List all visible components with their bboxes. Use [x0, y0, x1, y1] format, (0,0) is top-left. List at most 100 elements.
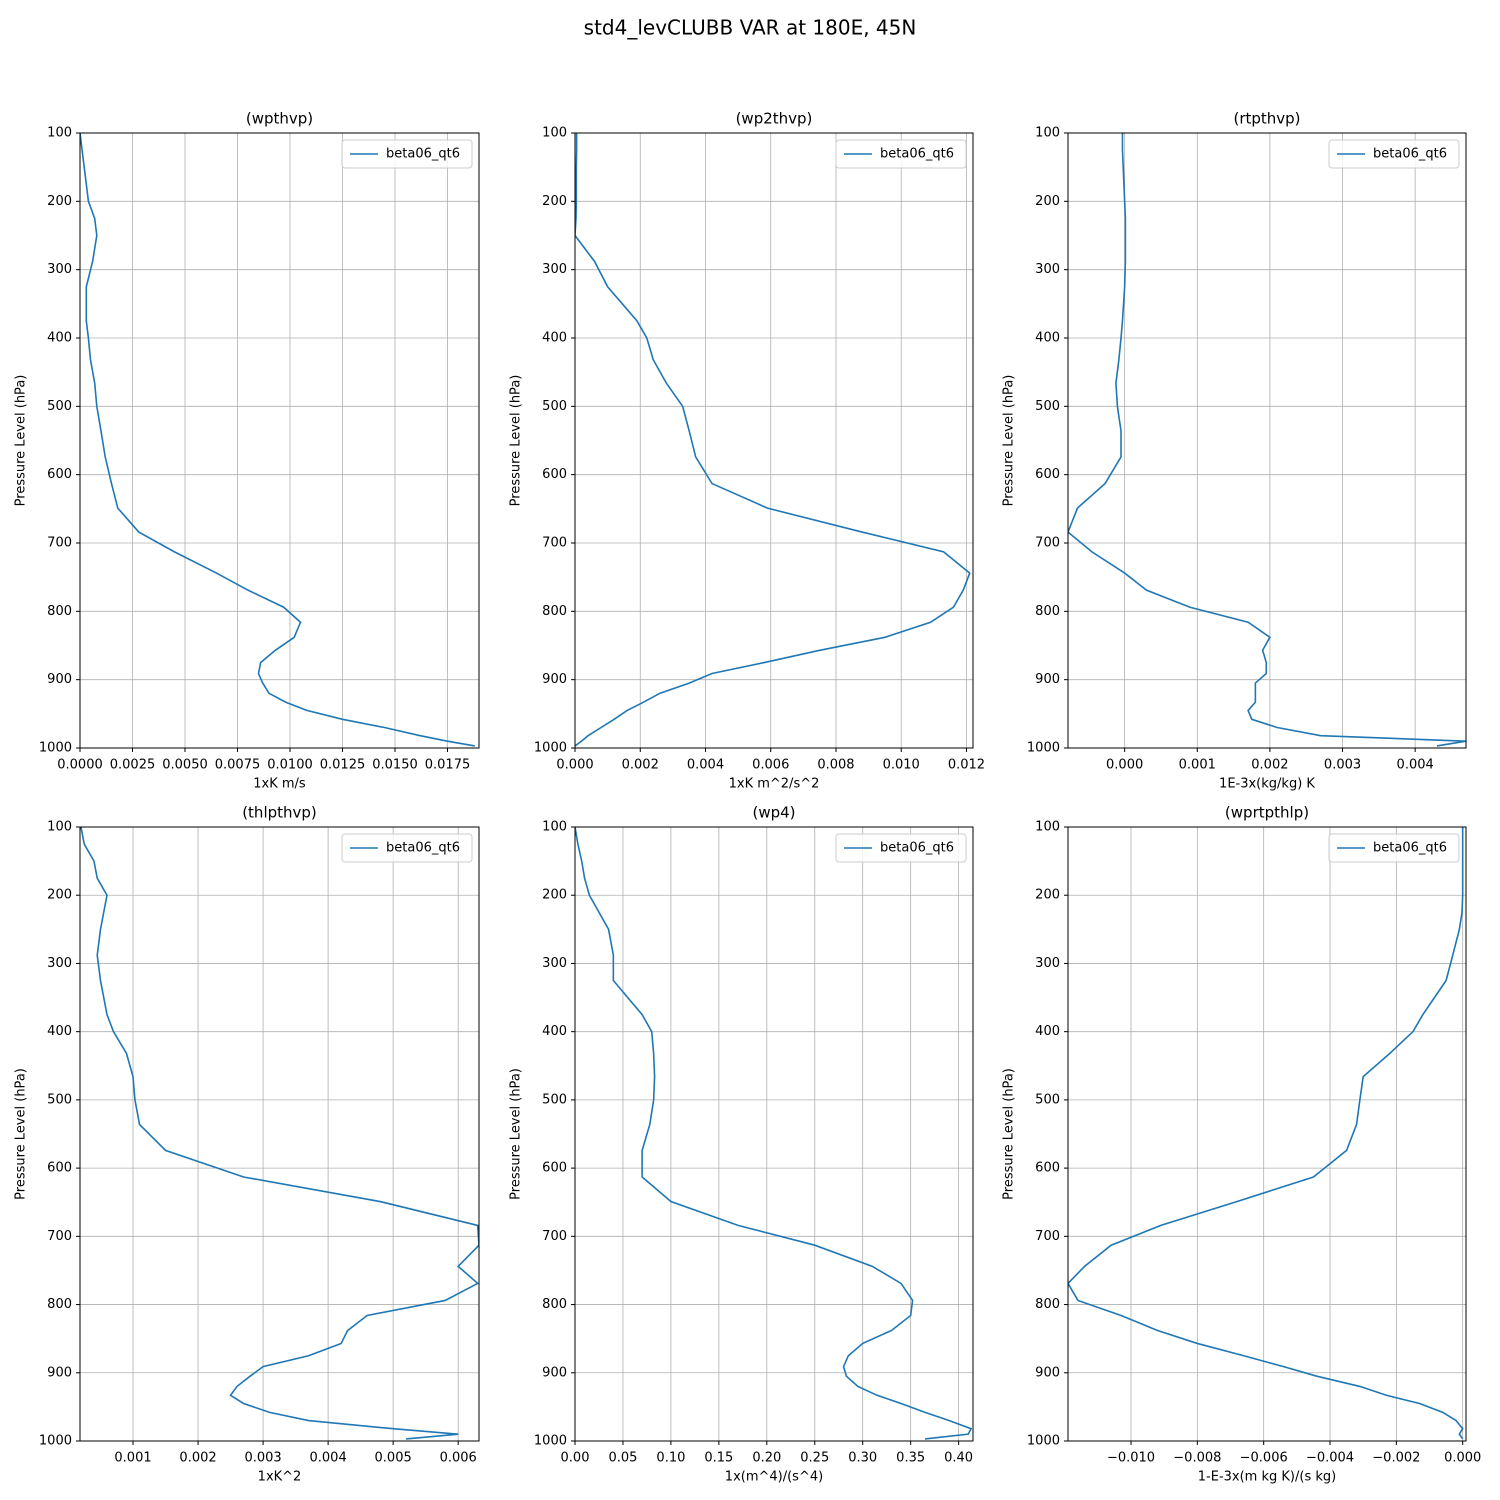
axes-frame [574, 826, 974, 1442]
x-tick-label: 0.0025 [110, 758, 156, 773]
axes-frame [1067, 132, 1467, 749]
y-tick-label: 700 [542, 536, 567, 551]
x-tick-label: 0.20 [752, 1451, 781, 1466]
y-tick-label: 200 [542, 888, 567, 903]
y-tick-label: 300 [1035, 262, 1060, 277]
x-tick-label: 0.004 [687, 758, 724, 773]
subplot-title: (thlpthvp) [242, 804, 317, 822]
legend-label: beta06_qt6 [386, 841, 460, 856]
x-tick-label: 0.000 [1444, 1451, 1481, 1466]
y-axis-label: Pressure Level (hPa) [14, 375, 29, 507]
y-tick-label: 800 [542, 604, 567, 619]
x-tick-label: 0.001 [1179, 758, 1216, 773]
y-tick-label: 800 [47, 604, 72, 619]
y-tick-label: 400 [1035, 1024, 1060, 1039]
y-tick-label: 200 [542, 194, 567, 209]
y-tick-label: 700 [542, 1229, 567, 1244]
y-tick-label: 700 [47, 1229, 72, 1244]
legend-box [341, 139, 473, 169]
subplot-title: (wprtpthlp) [1225, 804, 1309, 822]
y-tick-label: 500 [1035, 399, 1060, 414]
x-tick-label: 0.40 [944, 1451, 973, 1466]
y-tick-label: 600 [47, 1161, 72, 1176]
axes-frame [574, 132, 974, 749]
y-tick-label: 200 [1035, 888, 1060, 903]
y-axis-label: Pressure Level (hPa) [509, 1068, 524, 1200]
x-axis-label: 1xK^2 [258, 1470, 302, 1485]
x-tick-label: 0.0075 [215, 758, 261, 773]
y-tick-label: 900 [47, 1365, 72, 1380]
x-tick-label: 0.008 [817, 758, 854, 773]
data-line [575, 827, 973, 1440]
y-tick-label: 500 [47, 1092, 72, 1107]
legend-label: beta06_qt6 [1373, 147, 1447, 162]
legend-label: beta06_qt6 [386, 147, 460, 162]
y-tick-label: 600 [47, 467, 72, 482]
x-axis-label: 1x(m^4)/(s^4) [725, 1470, 823, 1485]
x-tick-label: 0.30 [848, 1451, 877, 1466]
x-tick-label: 0.003 [1324, 758, 1361, 773]
y-tick-label: 100 [47, 820, 72, 835]
y-tick-label: 500 [47, 399, 72, 414]
y-tick-label: 600 [1035, 1161, 1060, 1176]
y-tick-label: 600 [1035, 467, 1060, 482]
x-tick-label: 0.010 [883, 758, 920, 773]
subplot-title: (wp2thvp) [736, 110, 813, 128]
x-tick-label: 0.0125 [320, 758, 366, 773]
y-tick-label: 600 [542, 467, 567, 482]
y-tick-label: 300 [1035, 956, 1060, 971]
y-tick-label: 200 [47, 888, 72, 903]
x-tick-label: 0.012 [948, 758, 985, 773]
y-tick-label: 1000 [534, 1434, 567, 1449]
y-axis-label: Pressure Level (hPa) [1002, 1068, 1017, 1200]
x-tick-label: 0.004 [1397, 758, 1434, 773]
x-tick-label: 0.0050 [162, 758, 208, 773]
x-tick-label: 0.005 [375, 1451, 412, 1466]
subplot-title: (rtpthvp) [1233, 110, 1300, 128]
y-tick-label: 600 [542, 1161, 567, 1176]
x-tick-label: 0.006 [752, 758, 789, 773]
x-tick-label: 0.25 [800, 1451, 829, 1466]
axes-frame [79, 132, 480, 749]
y-tick-label: 200 [1035, 194, 1060, 209]
x-axis-label: 1-E-3x(m kg K)/(s kg) [1198, 1470, 1336, 1485]
y-axis-label: Pressure Level (hPa) [14, 1068, 29, 1200]
y-tick-label: 1000 [1027, 1434, 1060, 1449]
x-tick-label: 0.001 [114, 1451, 151, 1466]
y-tick-label: 800 [1035, 1297, 1060, 1312]
y-tick-label: 400 [542, 1024, 567, 1039]
x-tick-label: −0.008 [1173, 1451, 1221, 1466]
x-tick-label: 0.002 [1251, 758, 1288, 773]
y-tick-label: 100 [1035, 126, 1060, 141]
y-axis-label: Pressure Level (hPa) [1002, 375, 1017, 507]
y-tick-label: 500 [542, 399, 567, 414]
legend-box [835, 139, 967, 169]
y-tick-label: 100 [47, 126, 72, 141]
y-tick-label: 1000 [534, 741, 567, 756]
legend-box [835, 833, 967, 863]
legend-label: beta06_qt6 [880, 841, 954, 856]
y-tick-label: 400 [47, 331, 72, 346]
y-tick-label: 700 [47, 536, 72, 551]
y-tick-label: 300 [542, 956, 567, 971]
y-tick-label: 800 [1035, 604, 1060, 619]
y-tick-label: 900 [542, 672, 567, 687]
x-tick-label: 0.003 [244, 1451, 281, 1466]
legend-box [341, 833, 473, 863]
x-tick-label: 0.002 [179, 1451, 216, 1466]
y-tick-label: 1000 [39, 1434, 72, 1449]
x-tick-label: 0.15 [704, 1451, 733, 1466]
x-tick-label: 0.0100 [267, 758, 313, 773]
subplot-title: (wp4) [752, 804, 795, 822]
y-tick-label: 1000 [1027, 741, 1060, 756]
legend-box [1328, 833, 1460, 863]
legend-label: beta06_qt6 [880, 147, 954, 162]
subplot-title: (wpthvp) [246, 110, 313, 128]
x-tick-label: 0.35 [896, 1451, 925, 1466]
x-tick-label: 0.002 [622, 758, 659, 773]
data-line [80, 133, 475, 747]
y-tick-label: 800 [542, 1297, 567, 1312]
y-tick-label: 700 [1035, 536, 1060, 551]
